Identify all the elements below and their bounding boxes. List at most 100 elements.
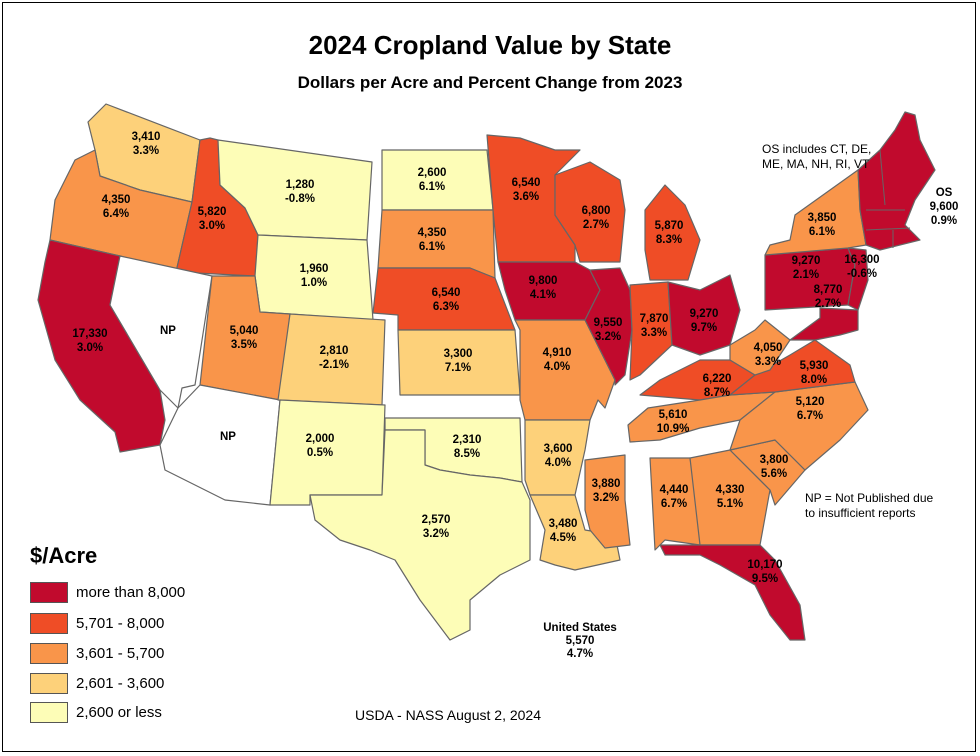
state-mi [644,184,701,281]
state-label-wa: 3,410 [132,131,161,143]
state-label-fl: 9.5% [752,573,778,585]
state-nd [381,149,494,211]
state-label-id: 3.0% [199,220,225,232]
state-label-oh: 9,270 [690,308,719,320]
legend-label: more than 8,000 [76,584,186,601]
np-note: NP = Not Published due to insufficient r… [805,491,934,520]
state-label-sc: 5.6% [761,468,787,480]
united-states-summary: United States 5,570 4.7% [520,622,640,661]
state-label-sc: 3,800 [760,454,789,466]
legend-item: 3,601 - 5,700 [30,643,280,665]
legend-label: 3,601 - 5,700 [76,645,165,662]
state-label-ny: 6.1% [809,226,835,238]
state-label-ar: 4.0% [545,457,571,469]
state-label-tn: 5,610 [659,409,688,421]
state-label-ok: 8.5% [454,448,480,460]
legend-swatch [30,702,68,723]
state-label-ca: 17,330 [72,328,107,340]
state-label-os: OS [936,187,953,199]
state-wv [729,319,791,376]
state-label-ny: 3,850 [808,212,837,224]
state-label-tx: 3.2% [423,528,449,540]
state-label-or: 4,350 [102,194,131,206]
legend-swatch [30,613,68,634]
state-label-wi: 6,800 [582,205,611,217]
state-label-in: 3.3% [641,327,667,339]
state-nv [109,255,213,409]
state-label-os: 9,600 [930,201,959,213]
state-label-ok: 2,310 [453,434,482,446]
state-label-ut: 5,040 [230,325,259,337]
state-label-nj: 16,300 [844,254,879,266]
state-label-co: -2.1% [319,359,349,371]
map-title: 2024 Cropland Value by State [308,30,672,60]
state-label-wi: 2.7% [583,219,609,231]
state-label-mi: 5,870 [655,220,684,232]
state-label-mo: 4,910 [543,347,572,359]
state-label-ne: 6,540 [432,287,461,299]
state-label-mn: 3.6% [513,191,539,203]
state-label-oh: 9.7% [691,322,717,334]
state-label-mt: -0.8% [285,193,315,205]
state-label-nm: 2,000 [306,433,335,445]
legend-label: 2,601 - 3,600 [76,675,165,692]
state-label-os: 0.9% [931,215,957,227]
state-label-ca: 3.0% [77,342,103,354]
state-tx [309,429,531,641]
state-label-co: 2,810 [320,345,349,357]
state-label-mt: 1,280 [286,179,315,191]
state-ga [689,449,771,546]
legend-label: 5,701 - 8,000 [76,615,165,632]
state-nc [729,381,869,471]
state-label-nm: 0.5% [307,447,333,459]
state-os [857,111,936,251]
state-label-md: 2.7% [815,298,841,310]
state-label-il: 9,550 [594,317,623,329]
state-label-wv: 3.3% [755,356,781,368]
state-label-nd: 6.1% [419,181,445,193]
state-label-wy: 1,960 [300,263,329,275]
state-fl [659,544,806,641]
state-label-fl: 10,170 [747,559,782,571]
state-label-ga: 4,330 [716,484,745,496]
state-ms [584,454,631,549]
legend-item: more than 8,000 [30,582,280,604]
state-label-la: 3,480 [549,518,578,530]
state-label-pa: 9,270 [792,255,821,267]
state-label-pa: 2.1% [793,269,819,281]
state-ne [372,267,516,331]
state-label-ia: 4.1% [530,289,556,301]
state-label-ky: 8.7% [704,387,730,399]
state-label-sd: 4,350 [418,227,447,239]
state-label-ky: 6,220 [703,373,732,385]
us-change: 4.7% [566,648,594,660]
state-label-nc: 6.7% [797,410,823,422]
legend-item: 2,601 - 3,600 [30,673,280,695]
legend-item: 2,600 or less [30,702,280,724]
state-label-ks: 3,300 [444,348,473,360]
state-label-wy: 1.0% [301,277,327,289]
state-label-in: 7,870 [640,313,669,325]
state-label-ms: 3,880 [592,478,621,490]
state-label-md: 8,770 [814,284,843,296]
state-label-nc: 5,120 [796,396,825,408]
state-il [584,267,633,386]
state-label-or: 6.4% [103,208,129,220]
legend-swatch [30,582,68,603]
state-la [529,494,621,571]
us-label: United States [543,622,617,634]
os-note: OS includes CT, DE, ME, MA, NH, RI, VT [762,142,872,171]
state-wi [554,161,626,263]
state-oh [667,274,741,356]
state-label-mi: 8.3% [656,234,682,246]
legend-title: $/Acre [30,543,98,568]
state-label-tn: 10.9% [657,423,690,435]
state-label-nv: NP [160,325,176,337]
state-label-nj: -0.6% [847,268,877,280]
state-label-mo: 4.0% [544,361,570,373]
map-subtitle: Dollars per Acre and Percent Change from… [297,73,683,92]
us-value: 5,570 [565,635,595,647]
source-note: USDA - NASS August 2, 2024 [355,707,541,723]
state-label-wv: 4,050 [754,342,783,354]
